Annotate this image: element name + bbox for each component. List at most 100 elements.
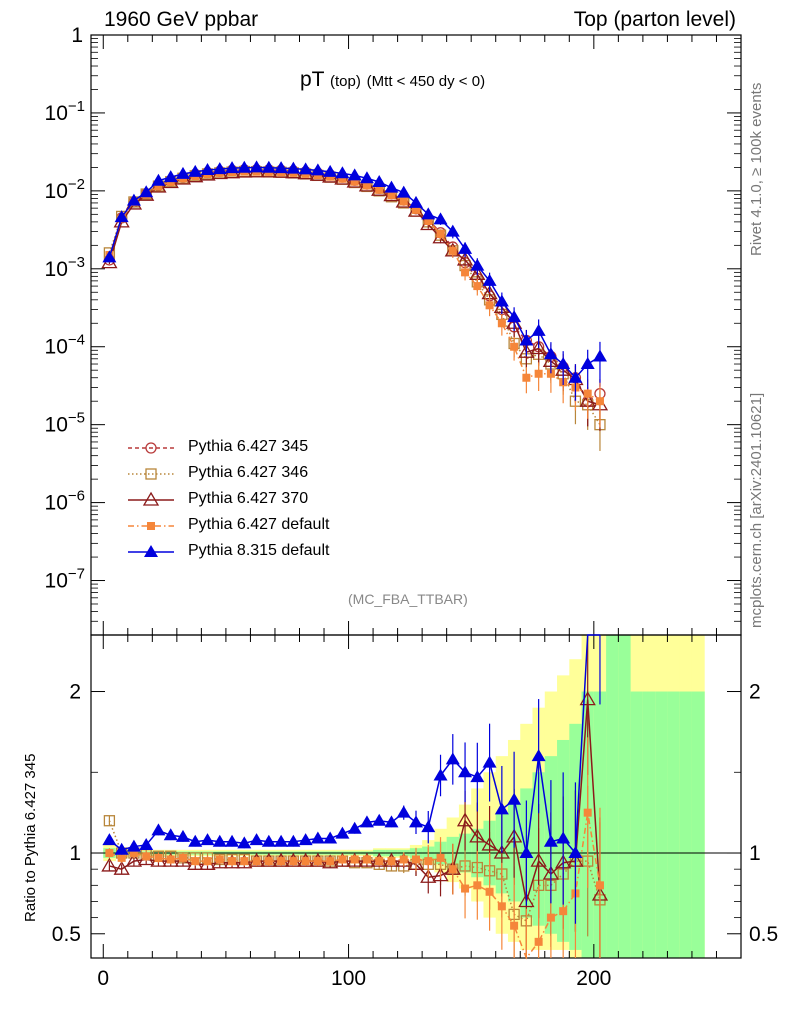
rivet-label: Rivet 4.1.0, ≥ 100k events (748, 82, 765, 256)
data-point (396, 185, 411, 198)
ratio-point (200, 833, 215, 846)
band-green-bin (630, 691, 644, 958)
data-point (249, 160, 264, 173)
ratio-point (310, 831, 325, 844)
ratio-point (518, 893, 535, 908)
series-pythia-6-427-default (105, 167, 604, 428)
legend-marker-p345 (128, 442, 174, 454)
data-point (494, 294, 509, 307)
data-point (372, 174, 387, 187)
ratio-point (458, 765, 473, 778)
data-point (175, 166, 190, 179)
ratio-point (163, 828, 178, 841)
ratio-point (212, 834, 227, 847)
ratio-axis-label: Ratio to Pythia 6.427 345 (22, 753, 39, 922)
ratio-point (105, 849, 114, 858)
mcplots-label: mcplots.cern.ch [arXiv:2401.10621] (748, 392, 765, 628)
band-green-bin (655, 691, 668, 958)
ratio-point (493, 844, 510, 859)
data-point (362, 181, 371, 190)
data-point (458, 241, 473, 254)
data-point (298, 162, 313, 175)
data-point (546, 369, 555, 378)
data-point (286, 161, 301, 174)
data-point (154, 182, 163, 191)
ratio-point (228, 857, 237, 866)
ratio-point (264, 857, 273, 866)
legend-label-p346: Pythia 6.427 346 (188, 464, 309, 481)
ratio-point (436, 853, 445, 862)
data-point (338, 174, 347, 183)
ratio-point (595, 881, 604, 890)
data-point (531, 323, 546, 336)
data-point (534, 369, 543, 378)
ratio-x-tick-label: 200 (576, 967, 611, 990)
ratio-point (396, 805, 411, 818)
data-point (409, 195, 423, 208)
data-point (568, 370, 583, 383)
ratio-point (481, 836, 498, 851)
data-point (114, 210, 129, 223)
ratio-series-pythia-8-315-default (102, 634, 601, 924)
legend-marker-p6def (128, 522, 174, 530)
data-point (350, 177, 359, 186)
ratio-point (313, 857, 322, 866)
data-point (518, 343, 535, 358)
ratio-point (559, 907, 568, 916)
data-point (470, 258, 485, 271)
legend-label-p6def: Pythia 6.427 default (188, 516, 330, 533)
ratio-point (249, 833, 264, 846)
data-point (359, 171, 374, 184)
ratio-point (530, 852, 547, 867)
ratio-point (424, 857, 433, 866)
ratio-point (237, 836, 252, 849)
ratio-y-tick-label-right: 2 (749, 681, 761, 704)
data-point (421, 207, 436, 220)
plot-title: pT (top) (Mtt < 450 dy < 0) (300, 68, 485, 92)
series-pythia-6-427-370 (101, 163, 609, 432)
data-point (473, 282, 482, 291)
plot-title-sub: (top) (329, 73, 361, 90)
ratio-point (101, 857, 118, 872)
ratio-y-tick-label-right: 1 (749, 842, 761, 865)
ratio-point (485, 887, 494, 896)
ratio-panel-series (101, 634, 609, 960)
data-point (595, 397, 604, 406)
ratio-point (289, 857, 298, 866)
ratio-point (384, 815, 399, 828)
ratio-point (494, 802, 509, 815)
data-point (323, 164, 338, 177)
band-green-bin (667, 691, 681, 958)
ratio-x-tick-label: 0 (97, 967, 109, 990)
data-point (556, 357, 571, 370)
ratio-point (129, 849, 138, 858)
ratio-point (359, 815, 374, 828)
legend-label-p345: Pythia 6.427 345 (188, 438, 309, 455)
data-point (592, 349, 607, 362)
ratio-point (175, 829, 190, 842)
ratio-point (301, 857, 310, 866)
ratio-point (142, 852, 151, 861)
data-point (126, 193, 141, 206)
data-point (375, 185, 384, 194)
analysis-tag: (MC_FBA_TTBAR) (348, 591, 468, 607)
ratio-point (412, 855, 420, 864)
data-point (399, 197, 408, 206)
ratio-point (154, 853, 163, 862)
ratio-point (469, 828, 486, 843)
ratio-point (188, 834, 203, 847)
data-point (448, 246, 457, 255)
ratio-point (252, 857, 261, 866)
ratio-point (421, 820, 436, 833)
ratio-point (362, 855, 371, 864)
ratio-y-tick-label: 1 (69, 842, 81, 865)
ratio-point (507, 792, 522, 805)
ratio-point (335, 826, 350, 839)
data-point (510, 342, 519, 351)
legend-marker-p8def (128, 545, 174, 557)
ratio-point (531, 749, 546, 762)
ratio-point (113, 860, 130, 875)
data-point (583, 389, 592, 398)
data-point (530, 340, 547, 355)
data-point (482, 273, 497, 286)
